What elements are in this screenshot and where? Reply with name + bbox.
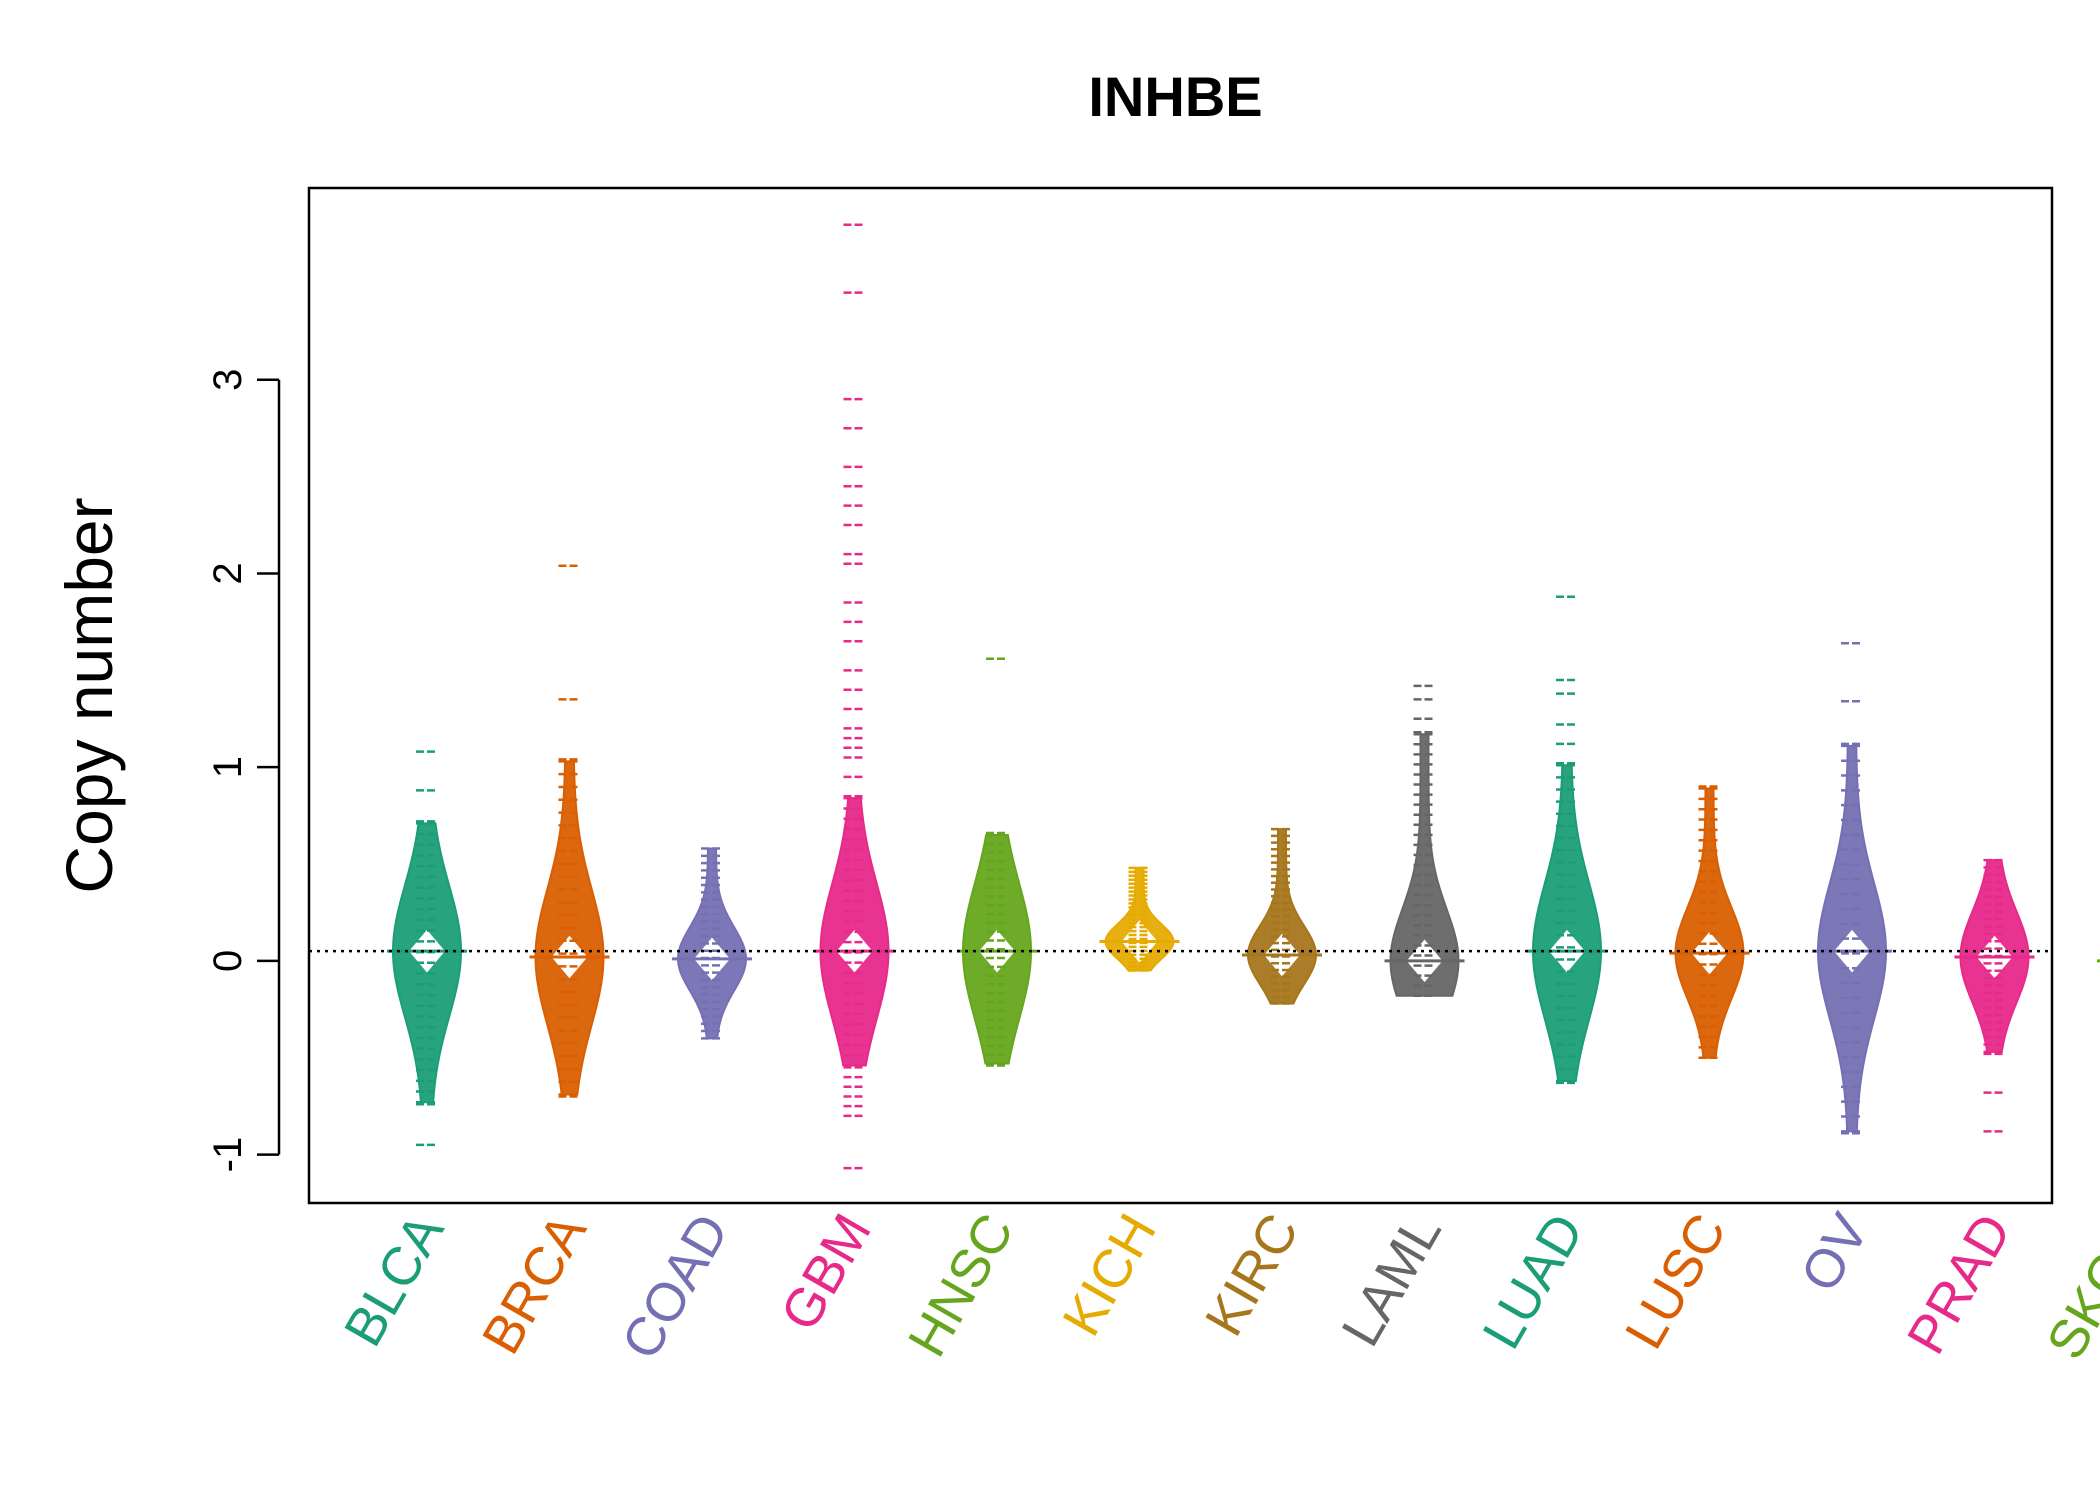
bean-hnsc xyxy=(957,657,1037,1067)
chart-title: INHBE xyxy=(1088,65,1262,128)
y-tick-label: 0 xyxy=(206,950,250,972)
plot-frame xyxy=(307,186,2054,1205)
category-label-kich: KICH xyxy=(1051,1204,1167,1346)
bean-lusc xyxy=(1669,785,1750,1059)
bean-kirc xyxy=(1242,827,1322,1005)
y-tick-label: -1 xyxy=(206,1137,250,1173)
category-label-blca: BLCA xyxy=(333,1204,456,1356)
y-tick-label: 2 xyxy=(206,562,250,584)
category-label-gbm: GBM xyxy=(769,1204,882,1341)
y-axis-label: Copy number xyxy=(52,497,126,893)
bean-blca xyxy=(387,750,467,1147)
category-label-laml: LAML xyxy=(1330,1204,1453,1356)
category-label-prad: PRAD xyxy=(1896,1204,2023,1364)
category-label-brca: BRCA xyxy=(471,1204,598,1364)
bean-coad xyxy=(672,847,752,1040)
category-label-kirc: KIRC xyxy=(1194,1204,1310,1346)
bean-ov xyxy=(1812,641,1892,1135)
bean-gbm xyxy=(814,223,895,1170)
bean-kich xyxy=(1099,866,1180,972)
y-tick-label: 3 xyxy=(206,369,250,391)
category-label-coad: COAD xyxy=(610,1204,740,1369)
bean-laml xyxy=(1384,684,1465,997)
category-label-lusc: LUSC xyxy=(1614,1204,1738,1359)
category-label-skcm: SKCM xyxy=(2035,1204,2100,1369)
bean-brca xyxy=(529,564,610,1098)
y-tick-label: 1 xyxy=(206,756,250,778)
category-label-ov: OV xyxy=(1789,1204,1880,1302)
category-label-hnsc: HNSC xyxy=(897,1204,1025,1367)
category-label-luad: LUAD xyxy=(1471,1204,1595,1359)
bean-luad xyxy=(1527,595,1607,1085)
bean-prad xyxy=(1954,858,2035,1133)
